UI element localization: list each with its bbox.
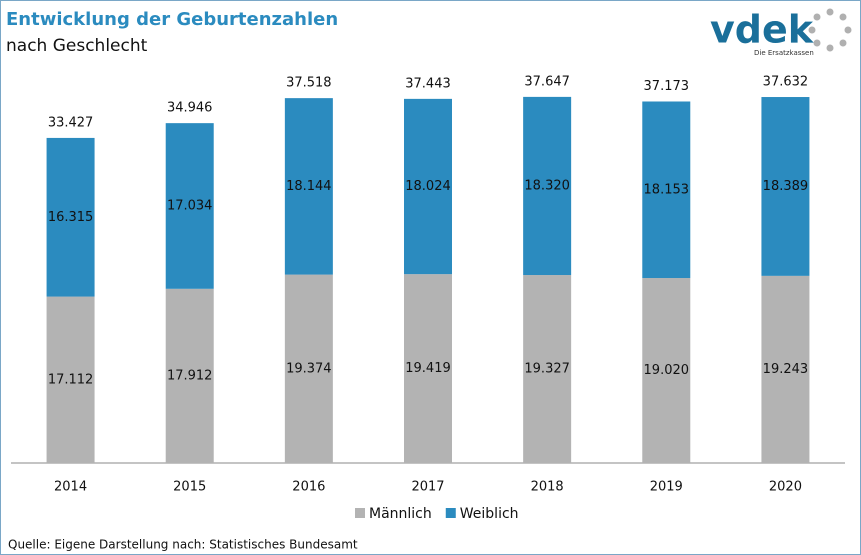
x-tick-label: 2017 (411, 480, 444, 495)
x-tick-label: 2016 (292, 480, 325, 495)
x-tick-label: 2020 (769, 480, 802, 495)
x-tick-label: 2018 (531, 480, 564, 495)
value-label: 19.327 (524, 362, 570, 377)
logo: vdek (710, 8, 814, 52)
source: Quelle: Eigene Darstellung nach: Statist… (8, 538, 358, 552)
bar-segment (523, 275, 572, 463)
legend-label: Männlich (369, 506, 432, 522)
bar-segment (761, 97, 810, 276)
bar-segment (523, 96, 572, 276)
logo-tagline: Die Ersatzkassen (754, 49, 814, 57)
bar-segment (642, 101, 691, 279)
legend-swatch (355, 508, 365, 518)
value-label: 16.315 (48, 210, 94, 225)
value-label: 17.112 (48, 372, 94, 387)
logo-ring (808, 8, 852, 52)
value-label: 18.153 (644, 182, 690, 197)
total-label: 37.173 (644, 79, 690, 94)
bar-segment (284, 98, 333, 275)
total-label: 37.647 (524, 74, 570, 89)
x-tick-label: 2019 (650, 480, 683, 495)
total-label: 33.427 (48, 115, 94, 130)
bar-segment (165, 288, 214, 463)
legend-label: Weiblich (460, 506, 519, 522)
bar-segment (165, 123, 214, 289)
x-tick-label: 2014 (54, 480, 87, 495)
value-label: 18.320 (524, 178, 570, 193)
total-label: 37.518 (286, 76, 332, 91)
bar-segment (642, 278, 691, 463)
bar-segment (46, 296, 95, 463)
total-label: 34.946 (167, 101, 213, 116)
chart-title: Entwicklung der Geburtenzahlen (6, 9, 338, 30)
legend-swatch (445, 508, 456, 518)
value-label: 17.912 (167, 368, 213, 383)
value-label: 18.024 (405, 179, 451, 194)
value-label: 19.419 (405, 361, 451, 376)
bar-segment (404, 274, 452, 463)
chart-subtitle: nach Geschlecht (6, 36, 148, 56)
bar-segment (761, 275, 810, 463)
total-label: 37.632 (763, 75, 809, 90)
value-label: 19.020 (644, 363, 690, 378)
value-label: 18.389 (763, 179, 809, 194)
bar-segment (284, 274, 333, 463)
value-label: 18.144 (286, 179, 332, 194)
bar-segment (404, 98, 452, 275)
value-label: 17.034 (167, 198, 213, 213)
x-tick-label: 2015 (173, 480, 206, 495)
value-label: 19.374 (286, 361, 332, 376)
value-label: 19.243 (763, 362, 809, 377)
bar-segment (46, 137, 95, 297)
total-label: 37.443 (405, 76, 451, 91)
